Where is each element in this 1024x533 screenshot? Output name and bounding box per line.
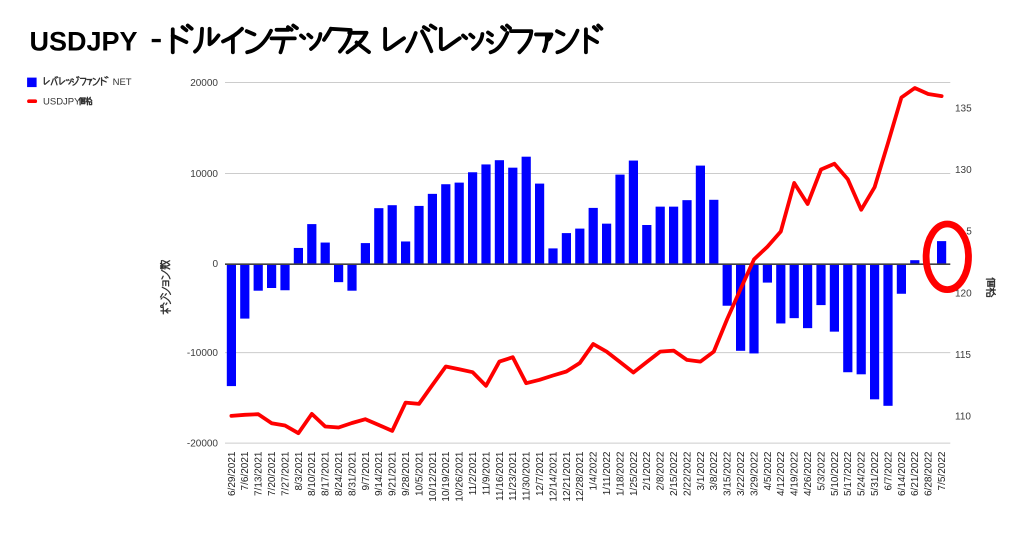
svg-text:6/14/2022: 6/14/2022 bbox=[897, 451, 908, 496]
svg-text:2/1/2022: 2/1/2022 bbox=[642, 451, 653, 490]
svg-text:12/28/2021: 12/28/2021 bbox=[575, 451, 586, 501]
svg-text:2/15/2022: 2/15/2022 bbox=[669, 451, 680, 496]
svg-text:11/9/2021: 11/9/2021 bbox=[481, 451, 492, 495]
svg-text:8/10/2021: 8/10/2021 bbox=[307, 451, 318, 496]
svg-text:-20000: -20000 bbox=[187, 439, 219, 450]
svg-text:5/10/2022: 5/10/2022 bbox=[830, 451, 841, 496]
svg-text:3/8/2022: 3/8/2022 bbox=[709, 451, 720, 490]
svg-text:130: 130 bbox=[955, 165, 972, 176]
svg-text:110: 110 bbox=[955, 412, 971, 423]
svg-text:-10000: -10000 bbox=[187, 348, 219, 359]
svg-text:10/19/2021: 10/19/2021 bbox=[441, 451, 452, 501]
svg-text:8/3/2021: 8/3/2021 bbox=[294, 451, 305, 490]
svg-text:2/8/2022: 2/8/2022 bbox=[656, 451, 667, 490]
svg-text:135: 135 bbox=[955, 103, 972, 114]
svg-text:7/13/2021: 7/13/2021 bbox=[254, 451, 265, 496]
svg-text:7/20/2021: 7/20/2021 bbox=[267, 451, 278, 496]
svg-text:3/22/2022: 3/22/2022 bbox=[736, 451, 747, 496]
svg-text:11/16/2021: 11/16/2021 bbox=[495, 451, 506, 501]
svg-text:1/25/2022: 1/25/2022 bbox=[629, 451, 640, 496]
svg-text:11/2/2021: 11/2/2021 bbox=[468, 451, 479, 495]
svg-text:11/23/2021: 11/23/2021 bbox=[508, 451, 519, 501]
svg-text:9/7/2021: 9/7/2021 bbox=[361, 451, 372, 490]
svg-text:10000: 10000 bbox=[190, 169, 218, 180]
svg-text:10/26/2021: 10/26/2021 bbox=[455, 451, 466, 501]
svg-text:5/31/2022: 5/31/2022 bbox=[870, 451, 881, 496]
svg-text:6/7/2022: 6/7/2022 bbox=[883, 451, 894, 490]
svg-text:8/31/2021: 8/31/2021 bbox=[347, 451, 358, 496]
svg-text:12/14/2021: 12/14/2021 bbox=[548, 451, 559, 501]
svg-text:7/5/2022: 7/5/2022 bbox=[937, 451, 948, 490]
svg-text:USDJPY: USDJPY bbox=[43, 96, 81, 107]
svg-text:9/21/2021: 9/21/2021 bbox=[388, 451, 399, 496]
svg-text:3/1/2022: 3/1/2022 bbox=[696, 451, 707, 490]
svg-text:12/21/2021: 12/21/2021 bbox=[562, 451, 573, 501]
svg-text:3/29/2022: 3/29/2022 bbox=[749, 451, 760, 496]
svg-text:11/30/2021: 11/30/2021 bbox=[522, 451, 533, 501]
svg-text:9/28/2021: 9/28/2021 bbox=[401, 451, 412, 496]
svg-text:115: 115 bbox=[955, 350, 971, 361]
svg-text:0: 0 bbox=[212, 259, 218, 270]
svg-text:8/17/2021: 8/17/2021 bbox=[321, 451, 332, 496]
svg-text:6/21/2022: 6/21/2022 bbox=[910, 451, 921, 496]
svg-text:20000: 20000 bbox=[190, 78, 218, 89]
svg-text:7/6/2021: 7/6/2021 bbox=[240, 451, 251, 490]
svg-text:12/7/2021: 12/7/2021 bbox=[535, 451, 546, 496]
svg-text:3/15/2022: 3/15/2022 bbox=[723, 451, 734, 496]
svg-text:4/5/2022: 4/5/2022 bbox=[763, 451, 774, 490]
svg-text:6/29/2021: 6/29/2021 bbox=[227, 451, 238, 496]
svg-text:1/4/2022: 1/4/2022 bbox=[589, 451, 600, 490]
svg-text:120: 120 bbox=[955, 288, 972, 299]
svg-text:4/26/2022: 4/26/2022 bbox=[803, 451, 814, 496]
svg-text:10/5/2021: 10/5/2021 bbox=[414, 451, 425, 496]
svg-text:1/18/2022: 1/18/2022 bbox=[615, 451, 626, 496]
svg-text:USDJPY: USDJPY bbox=[30, 27, 138, 57]
svg-text:8/24/2021: 8/24/2021 bbox=[334, 451, 345, 496]
svg-text:4/12/2022: 4/12/2022 bbox=[776, 451, 787, 496]
svg-text:4/19/2022: 4/19/2022 bbox=[790, 451, 801, 496]
svg-text:1/11/2022: 1/11/2022 bbox=[602, 451, 613, 495]
svg-text:5/24/2022: 5/24/2022 bbox=[857, 451, 868, 496]
svg-text:2/22/2022: 2/22/2022 bbox=[682, 451, 693, 496]
svg-text:5/3/2022: 5/3/2022 bbox=[816, 451, 827, 490]
svg-text:10/12/2021: 10/12/2021 bbox=[428, 451, 439, 501]
svg-text:9/14/2021: 9/14/2021 bbox=[374, 451, 385, 496]
svg-text:6/28/2022: 6/28/2022 bbox=[924, 451, 935, 496]
svg-text:5: 5 bbox=[966, 227, 972, 238]
svg-text:NET: NET bbox=[113, 77, 132, 88]
svg-text:7/27/2021: 7/27/2021 bbox=[280, 451, 291, 496]
svg-text:5/17/2022: 5/17/2022 bbox=[843, 451, 854, 496]
